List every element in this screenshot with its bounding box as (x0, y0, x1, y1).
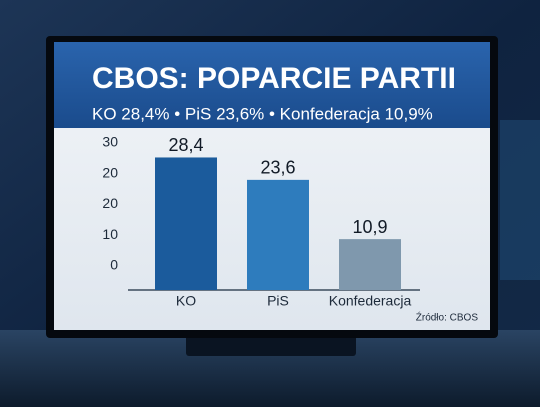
chart-subtitle: KO 28,4% • PiS 23,6% • Konfederacja 10,9… (92, 104, 433, 123)
y-tick-label: 10 (102, 226, 118, 242)
bar (339, 239, 401, 290)
studio-light (500, 120, 540, 280)
x-tick-label: PiS (267, 293, 289, 309)
x-tick-label: Konfederacja (329, 293, 412, 309)
value-label: 28,4 (168, 135, 203, 155)
chart-title: CBOS: POPARCIE PARTII (92, 62, 456, 95)
bar (155, 157, 217, 290)
y-tick-label: 20 (102, 164, 118, 180)
y-tick-label: 30 (102, 134, 118, 150)
bar (247, 179, 309, 290)
x-tick-label: KO (176, 293, 196, 309)
y-tick-label: 0 (110, 257, 118, 273)
header-band (54, 42, 490, 128)
y-tick-label: 20 (102, 195, 118, 211)
value-label: 23,6 (260, 158, 295, 178)
source: Źródło: CBOS (416, 311, 479, 324)
value-label: 10,9 (352, 217, 387, 237)
